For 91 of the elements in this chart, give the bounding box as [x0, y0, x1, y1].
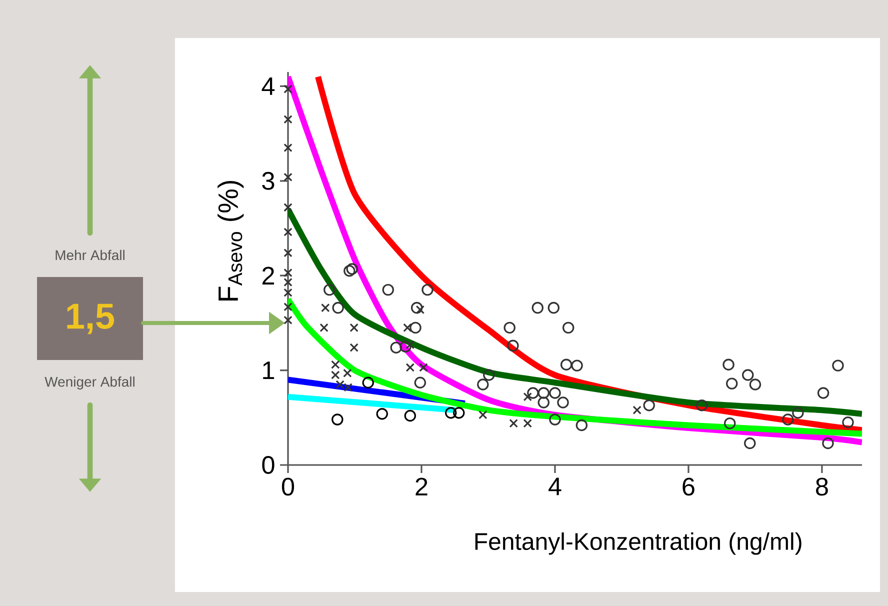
point — [346, 263, 358, 275]
point — [744, 437, 756, 450]
point — [562, 322, 574, 334]
point — [632, 406, 642, 414]
point — [284, 268, 292, 278]
point — [324, 284, 336, 296]
point — [284, 316, 292, 324]
point — [548, 302, 560, 314]
point — [284, 302, 292, 312]
point — [382, 284, 394, 296]
point — [410, 302, 423, 314]
point — [284, 248, 292, 258]
point — [400, 340, 412, 352]
y-tick-label: 2 — [262, 266, 274, 284]
point — [724, 417, 736, 430]
point — [822, 437, 834, 450]
point — [414, 376, 426, 388]
x-axis-title: Fentanyl-Konzentration (ng/ml) — [475, 532, 802, 555]
point — [416, 305, 425, 314]
point — [504, 322, 516, 334]
x-tick-label: 0 — [282, 478, 294, 496]
x-tick-label: 8 — [816, 478, 828, 496]
text: 1,5 — [67, 304, 114, 334]
point — [478, 410, 488, 420]
y-tick-label: 4 — [262, 78, 275, 95]
point — [643, 399, 655, 412]
point — [284, 84, 292, 94]
point — [284, 143, 292, 152]
point — [284, 278, 292, 287]
point — [362, 376, 374, 388]
point — [792, 407, 804, 419]
y-axis-title: F$_{Asevo}$ (%) — [218, 180, 244, 300]
point — [483, 369, 495, 381]
point — [509, 418, 518, 428]
point — [404, 410, 416, 422]
point — [817, 387, 830, 399]
point — [527, 387, 539, 399]
point — [722, 358, 734, 370]
point — [332, 414, 344, 426]
point — [576, 419, 588, 432]
point — [549, 414, 561, 426]
point — [538, 387, 550, 399]
point — [742, 369, 754, 381]
point — [538, 396, 550, 408]
point — [444, 407, 457, 419]
point — [331, 360, 340, 369]
point — [406, 340, 415, 350]
point — [390, 342, 402, 354]
x-tick-label: 2 — [416, 478, 428, 496]
point — [350, 323, 358, 332]
point — [410, 322, 422, 334]
point — [507, 340, 519, 352]
point — [284, 203, 292, 212]
point — [749, 378, 762, 390]
point — [532, 302, 544, 314]
x-tick-label: 6 — [682, 478, 694, 496]
point — [344, 265, 356, 277]
point — [477, 378, 489, 390]
point — [350, 343, 358, 352]
point — [320, 323, 328, 332]
text: Weniger Abfall — [44, 376, 134, 390]
point — [284, 114, 292, 124]
point — [523, 418, 532, 428]
point — [419, 363, 428, 372]
point — [403, 323, 412, 332]
y-tick-label: 3 — [262, 172, 274, 190]
point — [321, 303, 330, 312]
point — [332, 302, 344, 314]
point — [284, 228, 292, 236]
point — [726, 378, 738, 390]
point — [343, 368, 352, 378]
point — [557, 396, 569, 408]
point — [832, 360, 844, 372]
point — [782, 414, 794, 426]
point — [571, 360, 583, 372]
point — [560, 358, 572, 370]
point — [696, 399, 708, 412]
point — [284, 288, 292, 298]
y-tick-label: 1 — [263, 362, 274, 380]
point — [422, 284, 434, 296]
text: Mehr Abfall — [56, 250, 124, 260]
point — [549, 387, 561, 399]
y-tick-label: 0 — [262, 456, 274, 474]
point — [523, 392, 532, 402]
point — [406, 363, 415, 372]
point — [453, 407, 465, 419]
point — [331, 370, 340, 380]
point — [842, 416, 854, 428]
x-tick-label: 4 — [548, 478, 562, 496]
point — [376, 408, 388, 420]
point — [284, 172, 292, 182]
